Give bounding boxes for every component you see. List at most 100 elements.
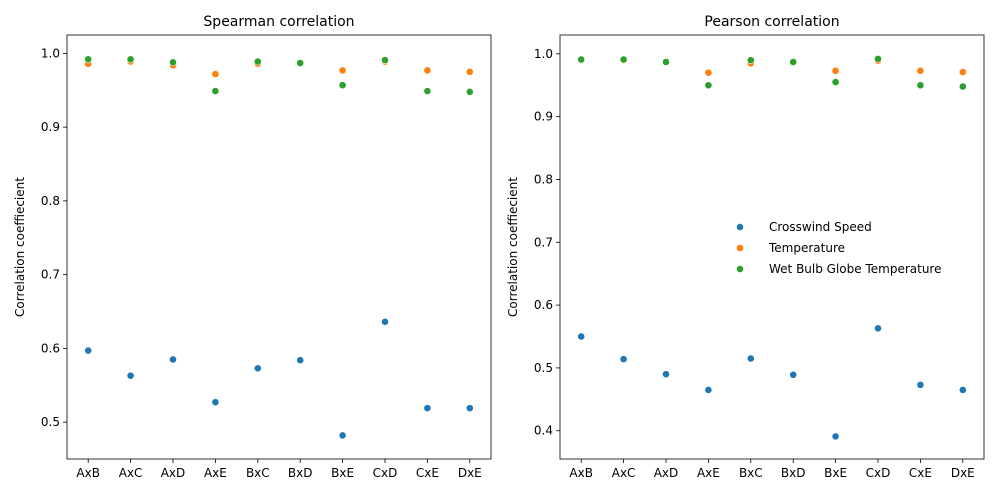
data-point [465,404,474,413]
x-tick-label: AxB [569,466,593,480]
data-point [84,55,93,64]
x-tick-label: AxD [161,466,186,480]
y-tick-label: 0.4 [534,424,553,438]
data-point [423,404,432,413]
x-tick-label: DxE [458,466,482,480]
data-point [704,81,713,90]
data-point [211,398,220,407]
data-point [465,67,474,76]
data-point [381,317,389,326]
data-point [126,55,135,64]
data-point [874,54,882,63]
data-point [746,354,755,363]
x-tick-label: AxB [76,466,100,480]
y-tick-label: 0.7 [534,235,553,249]
chart-panel-2: Pearson correlation Correlation coeffieci… [506,14,985,480]
x-tick-label: AxC [612,466,636,480]
data-point [423,66,432,75]
y-tick-label: 0.5 [534,361,553,375]
x-tick-label: BxD [781,466,806,480]
series-2 [577,56,967,77]
data-point [958,386,967,394]
data-point [296,59,305,67]
x-tick-label: BxE [331,466,354,480]
data-point [577,332,586,341]
data-point [381,56,389,64]
data-point [662,370,670,379]
y-tick-label: 0.6 [41,341,60,355]
data-point [958,68,967,76]
x-tick-label: DxE [951,466,975,480]
data-point [831,66,840,75]
data-point [338,431,347,440]
data-point [662,58,670,66]
data-point [704,68,713,77]
legend-label: Crosswind Speed [769,220,872,234]
x-tick-label: AxD [654,466,679,480]
data-point [296,356,305,365]
y-tick-label: 0.6 [534,298,553,312]
x-tick-label: CxD [866,466,891,480]
x-tick-label: AxE [697,466,720,480]
data-point [423,87,432,95]
data-point [789,370,798,379]
data-point [704,386,713,394]
data-point [619,355,628,364]
series-3 [577,54,967,91]
data-point [619,55,628,64]
x-tick-label: BxD [288,466,313,480]
legend-label: Wet Bulb Globe Temperature [769,262,941,276]
y-axis-label: Correlation coeffiecient [13,177,27,317]
y-axis-label: Correlation coeffiecient [506,177,520,317]
y-tick-label: 0.7 [41,268,60,282]
x-tick-label: CxE [909,466,932,480]
data-point [169,355,177,364]
chart-title: Pearson correlation [704,14,839,30]
y-tick-label: 0.9 [41,120,60,134]
plot-frame [559,34,985,460]
data-point [211,70,220,78]
y-tick-label: 0.8 [534,172,553,186]
data-point [338,81,347,90]
series-1 [577,324,967,441]
data-point [916,81,925,90]
chart-panel-1: Spearman correlation Correlation coeffiec… [13,14,492,480]
x-tick-label: BxC [739,466,763,480]
y-tick-label: 1.0 [41,46,60,60]
series-3 [84,55,474,96]
data-point [831,78,840,87]
legend-marker [736,265,744,273]
data-point [338,66,347,75]
x-tick-label: CxD [373,466,398,480]
legend-marker [736,223,744,231]
data-point [169,58,177,67]
chart-title: Spearman correlation [203,14,354,30]
x-tick-label: BxE [824,466,847,480]
data-point [916,380,925,389]
data-point [831,432,840,441]
data-point [211,87,220,95]
legend-label: Temperature [768,241,845,255]
data-point [577,55,586,64]
data-point [465,87,474,96]
y-tick-label: 0.5 [41,415,60,429]
series-1 [84,317,474,440]
data-point [916,66,925,75]
x-tick-label: CxE [416,466,439,480]
y-tick-label: 1.0 [534,47,553,61]
data-point [874,324,882,333]
y-tick-label: 0.9 [534,110,553,124]
x-tick-label: BxC [246,466,270,480]
data-point [126,371,135,380]
y-tick-label: 0.8 [41,194,60,208]
data-point [958,82,967,91]
legend-marker [736,244,744,252]
legend: Crosswind Speed Temperature Wet Bulb Globe… [736,220,941,276]
plot-frame [66,34,492,460]
data-point [789,58,798,66]
data-point [253,57,262,66]
x-tick-label: AxC [119,466,143,480]
series-2 [84,57,474,78]
data-point [253,364,262,373]
